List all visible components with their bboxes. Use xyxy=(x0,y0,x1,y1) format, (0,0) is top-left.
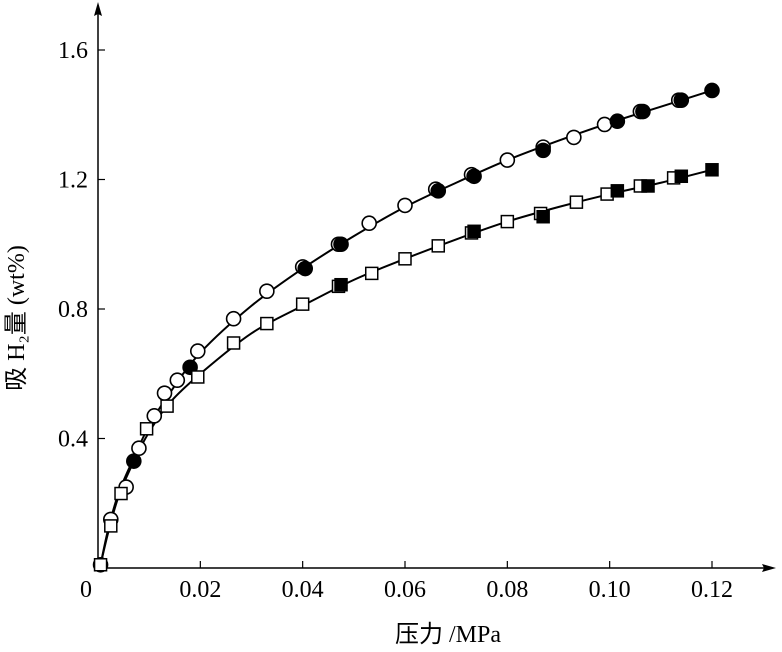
open-square-point xyxy=(139,422,154,436)
filled-circle-point xyxy=(535,142,551,159)
x-tick-label: 0.12 xyxy=(691,577,733,603)
open-square-point xyxy=(104,519,118,533)
filled-square-point xyxy=(674,169,689,184)
open-circle-point xyxy=(169,372,186,389)
open-circle-point xyxy=(397,197,413,214)
x-axis-title: 压力 /MPa xyxy=(395,621,501,648)
curve-upper xyxy=(99,89,713,565)
tick-labels: 0 0.02 0.04 0.06 0.08 0.10 0.12 0.4 0.8 1.2 1.6 xyxy=(58,38,733,603)
filled-circle-point xyxy=(126,453,142,469)
open-circle-point xyxy=(566,129,582,146)
y-tick-label: 0.8 xyxy=(58,297,88,323)
x-tick-label: 0.10 xyxy=(589,577,631,603)
open-square-point xyxy=(114,486,128,501)
x-tick-label: 0.04 xyxy=(282,577,324,603)
open-square-point xyxy=(398,252,412,266)
filled-circle-point xyxy=(635,103,651,120)
y-tick-label: 1.2 xyxy=(58,168,88,194)
filled-circle-point xyxy=(673,92,690,108)
open-square-point xyxy=(569,195,584,209)
filled-circle-point xyxy=(609,113,626,130)
x-tick-label: 0.06 xyxy=(384,577,426,603)
filled-square-point xyxy=(641,179,655,193)
x-axis-arrow xyxy=(762,564,776,572)
open-circle-point xyxy=(361,215,377,232)
axes xyxy=(94,2,776,572)
open-circle-point xyxy=(131,440,147,457)
filled-square-point xyxy=(334,277,348,292)
open-circle-point xyxy=(499,152,516,168)
filled-square-point xyxy=(536,209,550,224)
y-tick-label: 1.6 xyxy=(58,38,88,64)
fitted-curves xyxy=(99,89,713,565)
open-square-point xyxy=(260,316,274,331)
open-square-point xyxy=(226,336,241,350)
x-tick-label: 0.02 xyxy=(179,577,221,603)
open-circle-point xyxy=(156,385,173,401)
open-square-point xyxy=(160,399,174,413)
open-square-point xyxy=(295,297,310,311)
open-square-point xyxy=(364,266,379,281)
filled-circle-point xyxy=(297,260,314,277)
filled-circle-point xyxy=(430,183,447,199)
y-tick-label: 0.4 xyxy=(58,427,88,453)
filled-circle-point xyxy=(466,168,482,185)
x-tick-label: 0.08 xyxy=(486,577,528,603)
open-square-point xyxy=(431,239,446,253)
filled-circle-point xyxy=(333,236,349,253)
open-circle-point xyxy=(189,343,206,359)
filled-square-point xyxy=(467,224,481,239)
x-tick-label: 0 xyxy=(80,577,92,603)
filled-square-point xyxy=(610,184,625,198)
y-axis-arrow xyxy=(94,2,102,16)
filled-circle-point xyxy=(704,82,720,99)
open-circle-point xyxy=(225,310,242,327)
y-axis-title: 吸 H₂量 (wt%) xyxy=(4,245,30,391)
open-circle-point xyxy=(596,116,613,133)
open-square-point xyxy=(191,370,205,384)
open-circle-point xyxy=(146,408,163,424)
open-circle-point xyxy=(259,283,275,299)
filled-square-point xyxy=(705,163,719,177)
open-square-point xyxy=(93,558,108,572)
data-markers xyxy=(92,82,720,573)
open-square-point xyxy=(500,214,515,229)
